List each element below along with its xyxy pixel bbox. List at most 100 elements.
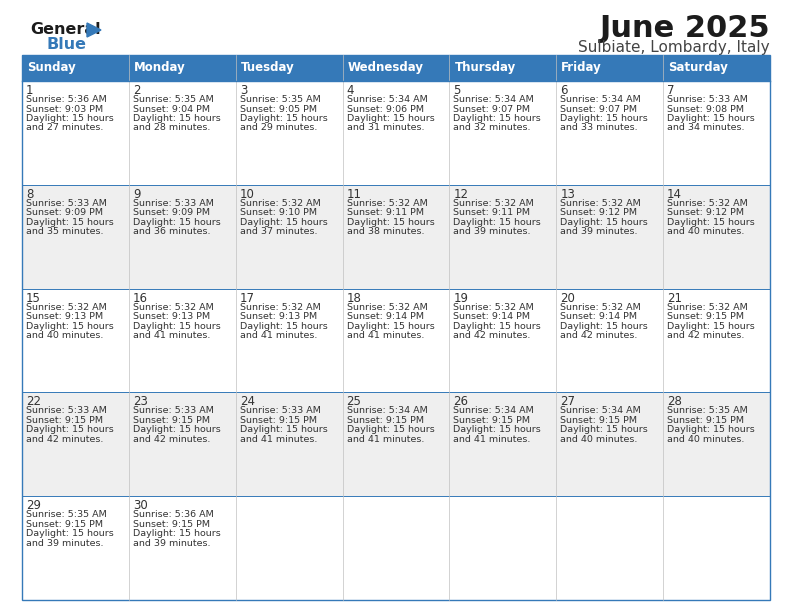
Text: Daylight: 15 hours: Daylight: 15 hours [560,218,648,227]
Text: Sunrise: 5:33 AM: Sunrise: 5:33 AM [26,199,107,208]
Text: and 41 minutes.: and 41 minutes. [240,331,317,340]
Text: 23: 23 [133,395,148,408]
Text: Sunset: 9:15 PM: Sunset: 9:15 PM [667,312,744,321]
Text: Sunset: 9:15 PM: Sunset: 9:15 PM [133,520,210,529]
Text: Daylight: 15 hours: Daylight: 15 hours [26,114,114,123]
Text: 4: 4 [347,84,354,97]
Text: Sunset: 9:12 PM: Sunset: 9:12 PM [667,208,744,217]
Text: Daylight: 15 hours: Daylight: 15 hours [454,321,541,330]
Text: General: General [30,22,101,37]
Bar [129,496,236,600]
Text: Sunset: 9:11 PM: Sunset: 9:11 PM [347,208,424,217]
Bar [236,185,343,289]
Text: Wednesday: Wednesday [348,61,424,75]
Text: Sunrise: 5:34 AM: Sunrise: 5:34 AM [347,406,428,416]
Bar [22,55,770,600]
Text: Sunrise: 5:32 AM: Sunrise: 5:32 AM [667,302,748,312]
Bar [343,55,449,81]
Text: 6: 6 [560,84,568,97]
Bar [449,392,556,496]
Text: Daylight: 15 hours: Daylight: 15 hours [240,321,327,330]
Bar [236,392,343,496]
Text: Sunrise: 5:35 AM: Sunrise: 5:35 AM [26,510,107,519]
Text: Sunrise: 5:33 AM: Sunrise: 5:33 AM [26,406,107,416]
Text: and 27 minutes.: and 27 minutes. [26,124,104,133]
Text: 11: 11 [347,188,362,201]
Text: 18: 18 [347,291,361,305]
Text: 24: 24 [240,395,255,408]
Text: 30: 30 [133,499,147,512]
Bar [449,185,556,289]
Text: Daylight: 15 hours: Daylight: 15 hours [454,425,541,435]
Text: and 42 minutes.: and 42 minutes. [133,435,210,444]
Text: Daylight: 15 hours: Daylight: 15 hours [347,218,434,227]
Text: Sunset: 9:15 PM: Sunset: 9:15 PM [26,520,103,529]
Bar [129,55,236,81]
Text: Sunset: 9:14 PM: Sunset: 9:14 PM [454,312,531,321]
Text: 26: 26 [454,395,468,408]
Text: Sunrise: 5:33 AM: Sunrise: 5:33 AM [667,95,748,104]
Bar [556,185,663,289]
Text: Sunrise: 5:33 AM: Sunrise: 5:33 AM [133,406,214,416]
Text: Sunrise: 5:32 AM: Sunrise: 5:32 AM [240,302,321,312]
Text: Daylight: 15 hours: Daylight: 15 hours [240,114,327,123]
Bar [663,81,770,185]
Text: Sunset: 9:15 PM: Sunset: 9:15 PM [347,416,424,425]
Bar [129,81,236,185]
Text: 16: 16 [133,291,148,305]
Text: Daylight: 15 hours: Daylight: 15 hours [26,425,114,435]
Text: 29: 29 [26,499,41,512]
Text: Sunset: 9:14 PM: Sunset: 9:14 PM [347,312,424,321]
Bar [22,55,129,81]
Text: Daylight: 15 hours: Daylight: 15 hours [454,114,541,123]
Text: Daylight: 15 hours: Daylight: 15 hours [240,425,327,435]
Text: 22: 22 [26,395,41,408]
Text: Daylight: 15 hours: Daylight: 15 hours [560,425,648,435]
Text: and 38 minutes.: and 38 minutes. [347,227,424,236]
Text: Sunrise: 5:32 AM: Sunrise: 5:32 AM [133,302,214,312]
Bar [343,392,449,496]
Text: and 42 minutes.: and 42 minutes. [454,331,531,340]
Text: Sunset: 9:11 PM: Sunset: 9:11 PM [454,208,531,217]
Text: 8: 8 [26,188,33,201]
Text: Daylight: 15 hours: Daylight: 15 hours [667,321,755,330]
Text: Sunrise: 5:36 AM: Sunrise: 5:36 AM [133,510,214,519]
Text: Sunset: 9:15 PM: Sunset: 9:15 PM [560,416,638,425]
Text: Sunrise: 5:35 AM: Sunrise: 5:35 AM [240,95,321,104]
Text: Sunrise: 5:33 AM: Sunrise: 5:33 AM [133,199,214,208]
Text: and 28 minutes.: and 28 minutes. [133,124,210,133]
Text: and 34 minutes.: and 34 minutes. [667,124,744,133]
Text: 9: 9 [133,188,140,201]
Text: Daylight: 15 hours: Daylight: 15 hours [240,218,327,227]
Bar [343,289,449,392]
Bar [556,392,663,496]
Text: Daylight: 15 hours: Daylight: 15 hours [133,425,221,435]
Text: Sunset: 9:13 PM: Sunset: 9:13 PM [26,312,103,321]
Text: Sunset: 9:13 PM: Sunset: 9:13 PM [133,312,210,321]
Text: Daylight: 15 hours: Daylight: 15 hours [26,529,114,538]
Text: Sunset: 9:09 PM: Sunset: 9:09 PM [26,208,103,217]
Text: 25: 25 [347,395,361,408]
Bar [449,55,556,81]
Bar [556,55,663,81]
Bar [236,55,343,81]
Text: 7: 7 [667,84,675,97]
Text: Daylight: 15 hours: Daylight: 15 hours [347,114,434,123]
Bar [129,289,236,392]
Text: 21: 21 [667,291,682,305]
Text: Sunrise: 5:32 AM: Sunrise: 5:32 AM [560,199,641,208]
Text: and 39 minutes.: and 39 minutes. [454,227,531,236]
Bar [449,81,556,185]
Text: 1: 1 [26,84,33,97]
Text: Sunrise: 5:32 AM: Sunrise: 5:32 AM [667,199,748,208]
Text: Tuesday: Tuesday [241,61,295,75]
Text: 12: 12 [454,188,468,201]
Text: Daylight: 15 hours: Daylight: 15 hours [347,321,434,330]
Text: Sunset: 9:15 PM: Sunset: 9:15 PM [240,416,317,425]
Text: Daylight: 15 hours: Daylight: 15 hours [133,321,221,330]
Text: and 40 minutes.: and 40 minutes. [26,331,104,340]
Bar [449,496,556,600]
Bar [663,185,770,289]
Text: 17: 17 [240,291,255,305]
Text: and 41 minutes.: and 41 minutes. [454,435,531,444]
